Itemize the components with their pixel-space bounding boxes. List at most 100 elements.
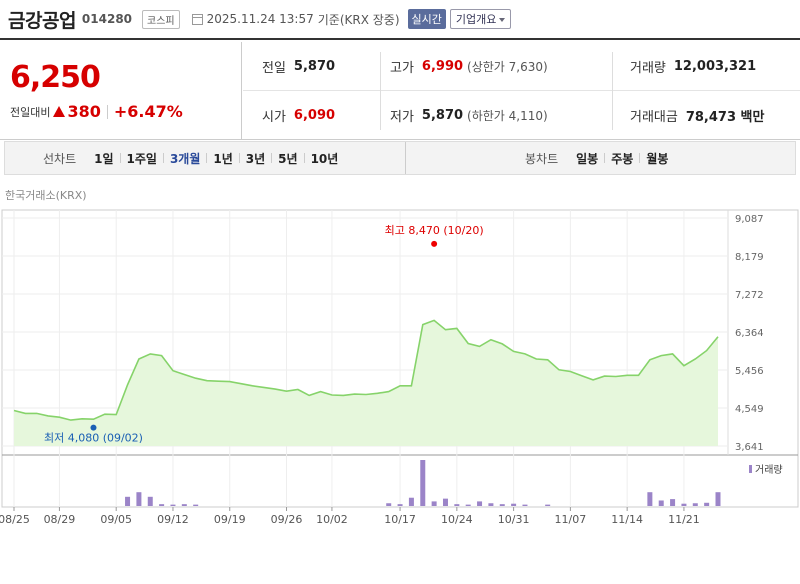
low-cell: 저가 5,870 (하한가 4,110) bbox=[390, 105, 548, 125]
line-chart-options: 선차트 1일 1주일 3개월 1년 3년 5년 10년 bbox=[43, 142, 344, 174]
volume-legend-swatch bbox=[749, 465, 752, 473]
volume-bar bbox=[692, 503, 698, 506]
option-divider bbox=[206, 153, 208, 163]
realtime-button[interactable]: 실시간 bbox=[407, 9, 446, 29]
line-period-option[interactable]: 5년 bbox=[278, 151, 298, 166]
line-chart-title: 선차트 bbox=[43, 151, 77, 166]
high-label: 고가 bbox=[390, 60, 414, 76]
volume-bar bbox=[647, 492, 653, 506]
high-annotation: 최고 8,470 (10/20) bbox=[385, 224, 484, 237]
volume-bar bbox=[442, 498, 448, 506]
option-divider bbox=[162, 153, 164, 163]
volume-bar bbox=[704, 502, 710, 506]
price-change: 전일대비 380 +6.47% bbox=[10, 102, 183, 121]
candle-period-option[interactable]: 월봉 bbox=[646, 151, 669, 166]
company-info-label: 기업개요 bbox=[455, 13, 497, 26]
stock-name: 금강공업 bbox=[8, 9, 76, 32]
change-percent: +6.47% bbox=[113, 102, 183, 121]
price-area bbox=[14, 320, 718, 446]
x-tick-label: 10/24 bbox=[441, 513, 473, 526]
period-bar: 선차트 1일 1주일 3개월 1년 3년 5년 10년 봉차트 일봉 주봉 월봉 bbox=[4, 141, 796, 175]
volume-bar bbox=[136, 492, 142, 506]
x-tick-label: 09/19 bbox=[214, 513, 246, 526]
y-tick-label: 9,087 bbox=[735, 214, 764, 225]
volume-bar bbox=[147, 496, 153, 506]
volume-bar bbox=[522, 504, 528, 506]
lower-limit: (하한가 4,110) bbox=[467, 108, 548, 123]
high-cell: 고가 6,990 (상한가 7,630) bbox=[390, 56, 548, 76]
volume-bar bbox=[499, 504, 505, 506]
line-period-option[interactable]: 10년 bbox=[310, 151, 339, 166]
company-info-dropdown[interactable]: 기업개요 bbox=[449, 9, 512, 29]
candle-period-option[interactable]: 일봉 bbox=[576, 151, 599, 166]
current-price-box: 6,250 전일대비 380 +6.47% bbox=[0, 42, 242, 140]
x-tick-label: 09/26 bbox=[271, 513, 303, 526]
volume-bar bbox=[408, 497, 414, 506]
col-divider bbox=[380, 52, 381, 130]
row-divider bbox=[243, 90, 800, 91]
line-period-option[interactable]: 3개월 bbox=[169, 151, 201, 166]
period-divider bbox=[405, 142, 406, 174]
volume-bar bbox=[670, 499, 676, 506]
volume-bar bbox=[431, 501, 437, 506]
candle-chart-options: 봉차트 일봉 주봉 월봉 bbox=[525, 142, 674, 174]
market-badge: 코스피 bbox=[142, 9, 180, 29]
stock-code: 014280 bbox=[81, 12, 133, 26]
volume-bar bbox=[465, 504, 471, 506]
amount-value: 78,473 백만 bbox=[685, 109, 765, 125]
prev-close-label: 전일 bbox=[262, 60, 286, 76]
option-divider bbox=[238, 153, 240, 163]
x-tick-label: 09/05 bbox=[100, 513, 132, 526]
stock-header: 금강공업 014280 코스피 2025.11.24 13:57 기준(KRX … bbox=[0, 0, 800, 40]
volume-bar bbox=[125, 496, 131, 506]
y-tick-label: 7,272 bbox=[735, 290, 764, 301]
x-tick-label: 08/25 bbox=[0, 513, 30, 526]
exchange-label: 한국거래소(KRX) bbox=[5, 189, 87, 202]
x-tick-label: 11/21 bbox=[668, 513, 700, 526]
quote-panel: 6,250 전일대비 380 +6.47% 전일 5,870 고가 6,990 … bbox=[0, 42, 800, 140]
option-divider bbox=[119, 153, 121, 163]
volume-bar bbox=[488, 503, 494, 506]
volume-bar bbox=[477, 501, 483, 506]
line-period-option[interactable]: 1년 bbox=[213, 151, 233, 166]
quote-datetime: 2025.11.24 13:57 bbox=[206, 12, 314, 26]
y-tick-label: 5,456 bbox=[735, 366, 764, 377]
volume-label: 거래량 bbox=[630, 60, 666, 76]
candle-period-option[interactable]: 주봉 bbox=[611, 151, 634, 166]
low-value: 5,870 bbox=[421, 107, 464, 123]
y-tick-label: 6,364 bbox=[735, 328, 764, 339]
upper-limit: (상한가 7,630) bbox=[467, 59, 548, 74]
option-divider bbox=[271, 153, 273, 163]
x-tick-label: 10/31 bbox=[498, 513, 530, 526]
volume-bar bbox=[181, 504, 187, 506]
calendar-icon bbox=[191, 13, 203, 25]
volume-bar bbox=[193, 504, 199, 506]
col-divider bbox=[612, 52, 613, 130]
volume-cell: 거래량 12,003,321 bbox=[630, 56, 756, 76]
amount-label: 거래대금 bbox=[630, 109, 678, 125]
x-tick-label: 11/14 bbox=[611, 513, 643, 526]
volume-bar bbox=[420, 460, 426, 506]
prev-close-cell: 전일 5,870 bbox=[262, 56, 335, 76]
line-period-option[interactable]: 1일 bbox=[94, 151, 114, 166]
up-triangle-icon bbox=[53, 106, 66, 117]
y-tick-label: 4,549 bbox=[735, 404, 764, 415]
line-period-option[interactable]: 3년 bbox=[245, 151, 266, 166]
divider bbox=[106, 104, 108, 119]
option-divider bbox=[604, 153, 606, 163]
current-price: 6,250 bbox=[10, 60, 101, 95]
low-label: 저가 bbox=[390, 109, 414, 125]
option-divider bbox=[639, 153, 641, 163]
line-period-option[interactable]: 1주일 bbox=[126, 151, 157, 166]
high-point bbox=[431, 240, 438, 247]
prev-close-value: 5,870 bbox=[293, 58, 336, 74]
open-cell: 시가 6,090 bbox=[262, 105, 335, 125]
volume-bar bbox=[511, 503, 517, 506]
x-tick-label: 08/29 bbox=[44, 513, 76, 526]
low-annotation: 최저 4,080 (09/02) bbox=[44, 432, 143, 445]
quote-basis: 기준(KRX 장중) bbox=[317, 12, 400, 27]
volume-bar bbox=[658, 500, 664, 506]
option-divider bbox=[303, 153, 305, 163]
x-tick-label: 11/07 bbox=[555, 513, 587, 526]
